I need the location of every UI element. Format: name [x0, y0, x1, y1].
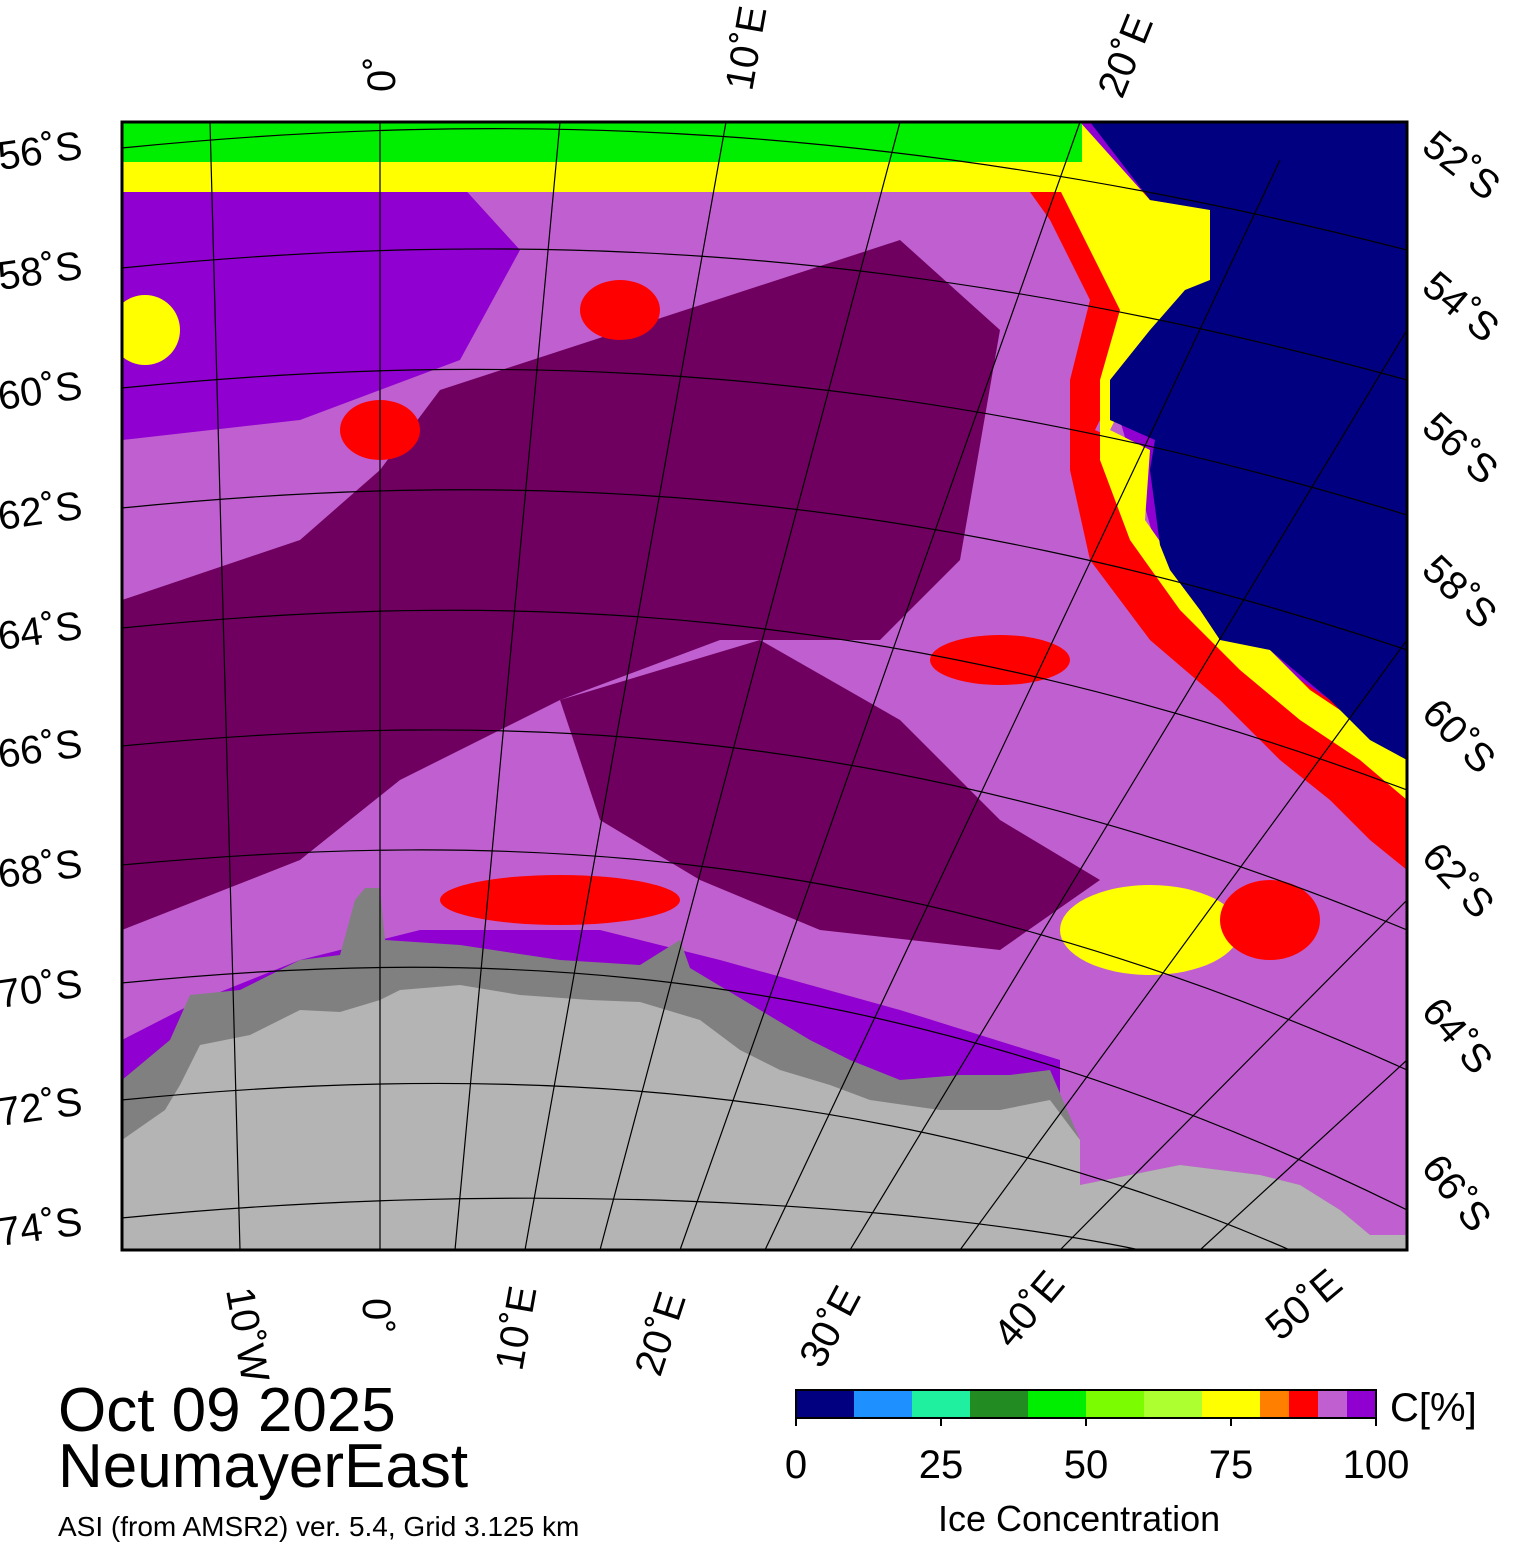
colorbar-segment	[1318, 1390, 1347, 1418]
colorbar-tick-label: 100	[1343, 1443, 1410, 1487]
lon-label: 30˚E	[791, 1279, 870, 1374]
lat-label: 66˚S	[0, 722, 85, 777]
lat-label: 74˚S	[0, 1200, 85, 1255]
graticule	[122, 122, 1407, 1250]
lat-label: 58˚S	[0, 244, 85, 299]
marginal-ice-zone-yellow	[1030, 122, 1407, 800]
colorbar-title: Ice Concentration	[938, 1498, 1221, 1539]
lon-label: 0˚	[354, 1298, 398, 1334]
colorbar-tick-label: 75	[1209, 1443, 1254, 1487]
meridian-line	[599, 122, 901, 1250]
lon-label: 10˚E	[718, 3, 776, 94]
lat-label: 56˚S	[1414, 404, 1506, 493]
lon-label: 40˚E	[985, 1263, 1073, 1356]
colorbar-segment	[1347, 1390, 1376, 1418]
ice-patch	[580, 280, 660, 340]
colorbar-ticks: 0 25 50 75 100	[785, 1443, 1410, 1487]
lat-label: 68˚S	[0, 842, 85, 897]
northern-ice-edge-yellow	[122, 162, 1082, 192]
map-date: Oct 09 2025	[58, 1376, 396, 1445]
parallel-line	[122, 729, 1407, 931]
northern-ice-edge	[122, 122, 1082, 162]
colorbar-tick-label: 0	[785, 1443, 807, 1487]
lat-label: 62˚S	[1413, 835, 1502, 927]
ice-patch	[440, 875, 680, 925]
ice-patch	[1220, 880, 1320, 960]
lat-label: 56˚S	[0, 124, 85, 179]
meridian-line	[849, 329, 1407, 1250]
parallel-line	[122, 128, 1407, 251]
colorbar-segment	[1289, 1390, 1318, 1418]
meridian-line	[1199, 1059, 1407, 1250]
meridian-line	[679, 122, 1081, 1250]
lat-label: 58˚S	[1414, 547, 1505, 637]
colorbar-segment	[1144, 1390, 1202, 1418]
left-latitude-labels: 56˚S 58˚S 60˚S 62˚S 64˚S 66˚S 68˚S 70˚S …	[0, 124, 85, 1255]
top-longitude-labels: 0˚ 10˚E 20˚E	[360, 3, 1162, 104]
colorbar-unit: C[%]	[1390, 1386, 1477, 1430]
colorbar-segment	[1202, 1390, 1260, 1418]
lat-label: 64˚S	[0, 604, 85, 659]
right-latitude-labels: 52˚S 54˚S 56˚S 58˚S 60˚S 62˚S 64˚S 66˚S	[1413, 122, 1508, 1240]
map-frame	[120, 120, 1409, 1252]
parallel-line	[122, 609, 1407, 791]
colorbar-tick-label: 25	[919, 1443, 964, 1487]
colorbar-segment	[796, 1390, 854, 1418]
lon-label: 0˚	[360, 56, 404, 92]
lat-label: 60˚S	[1414, 691, 1504, 782]
meridian-line	[764, 159, 1281, 1250]
colorbar-tick-label: 50	[1064, 1443, 1109, 1487]
data-source: ASI (from AMSR2) ver. 5.4, Grid 3.125 km	[58, 1511, 580, 1542]
meridian-line	[524, 122, 727, 1250]
lon-label: 10˚E	[488, 1283, 546, 1374]
colorbar	[795, 1389, 1377, 1426]
lon-label: 50˚E	[1258, 1261, 1351, 1349]
lon-label: 10˚W	[217, 1284, 277, 1386]
open-ocean	[1090, 122, 1407, 760]
parallel-line	[122, 248, 1407, 381]
region-name: NeumayerEast	[58, 1432, 469, 1501]
lat-label: 52˚S	[1414, 122, 1508, 209]
meridian-line	[1059, 899, 1407, 1250]
parallel-line	[122, 368, 1407, 516]
lat-label: 70˚S	[0, 962, 85, 1017]
parallel-line	[122, 1197, 1141, 1250]
lat-label: 60˚S	[0, 364, 85, 419]
meridian-line	[454, 122, 561, 1250]
lat-label: 54˚S	[1414, 263, 1507, 351]
colorbar-segment	[1028, 1390, 1086, 1418]
parallel-line	[122, 489, 1407, 651]
antarctic-land	[122, 985, 1407, 1250]
lat-label: 66˚S	[1413, 1146, 1500, 1240]
meridian-line	[209, 122, 241, 1250]
ice-patch	[122, 295, 180, 365]
sea-ice-consolidated-band	[560, 640, 1100, 950]
sea-ice-high-region	[122, 140, 520, 440]
ice-patch	[1060, 885, 1240, 975]
colorbar-segment	[912, 1390, 970, 1418]
colorbar-segment	[1260, 1390, 1289, 1418]
ice-patch	[930, 635, 1070, 685]
map-area	[122, 122, 1407, 1250]
lat-label: 64˚S	[1413, 990, 1501, 1083]
lat-label: 72˚S	[0, 1080, 85, 1135]
sea-ice-consolidated-band	[122, 240, 1000, 930]
bottom-longitude-labels: 10˚W 0˚ 10˚E 20˚E 30˚E 40˚E 50˚E	[217, 1261, 1350, 1386]
lon-label: 20˚E	[627, 1287, 695, 1381]
colorbar-segment	[970, 1390, 1028, 1418]
lon-label: 20˚E	[1090, 9, 1162, 104]
colorbar-segment	[854, 1390, 912, 1418]
parallel-line	[122, 966, 1407, 1211]
colorbar-segment	[1086, 1390, 1144, 1418]
parallel-line	[122, 1082, 1291, 1250]
meridian-line	[959, 639, 1407, 1250]
parallel-line	[122, 849, 1407, 1071]
lat-label: 62˚S	[0, 484, 85, 539]
